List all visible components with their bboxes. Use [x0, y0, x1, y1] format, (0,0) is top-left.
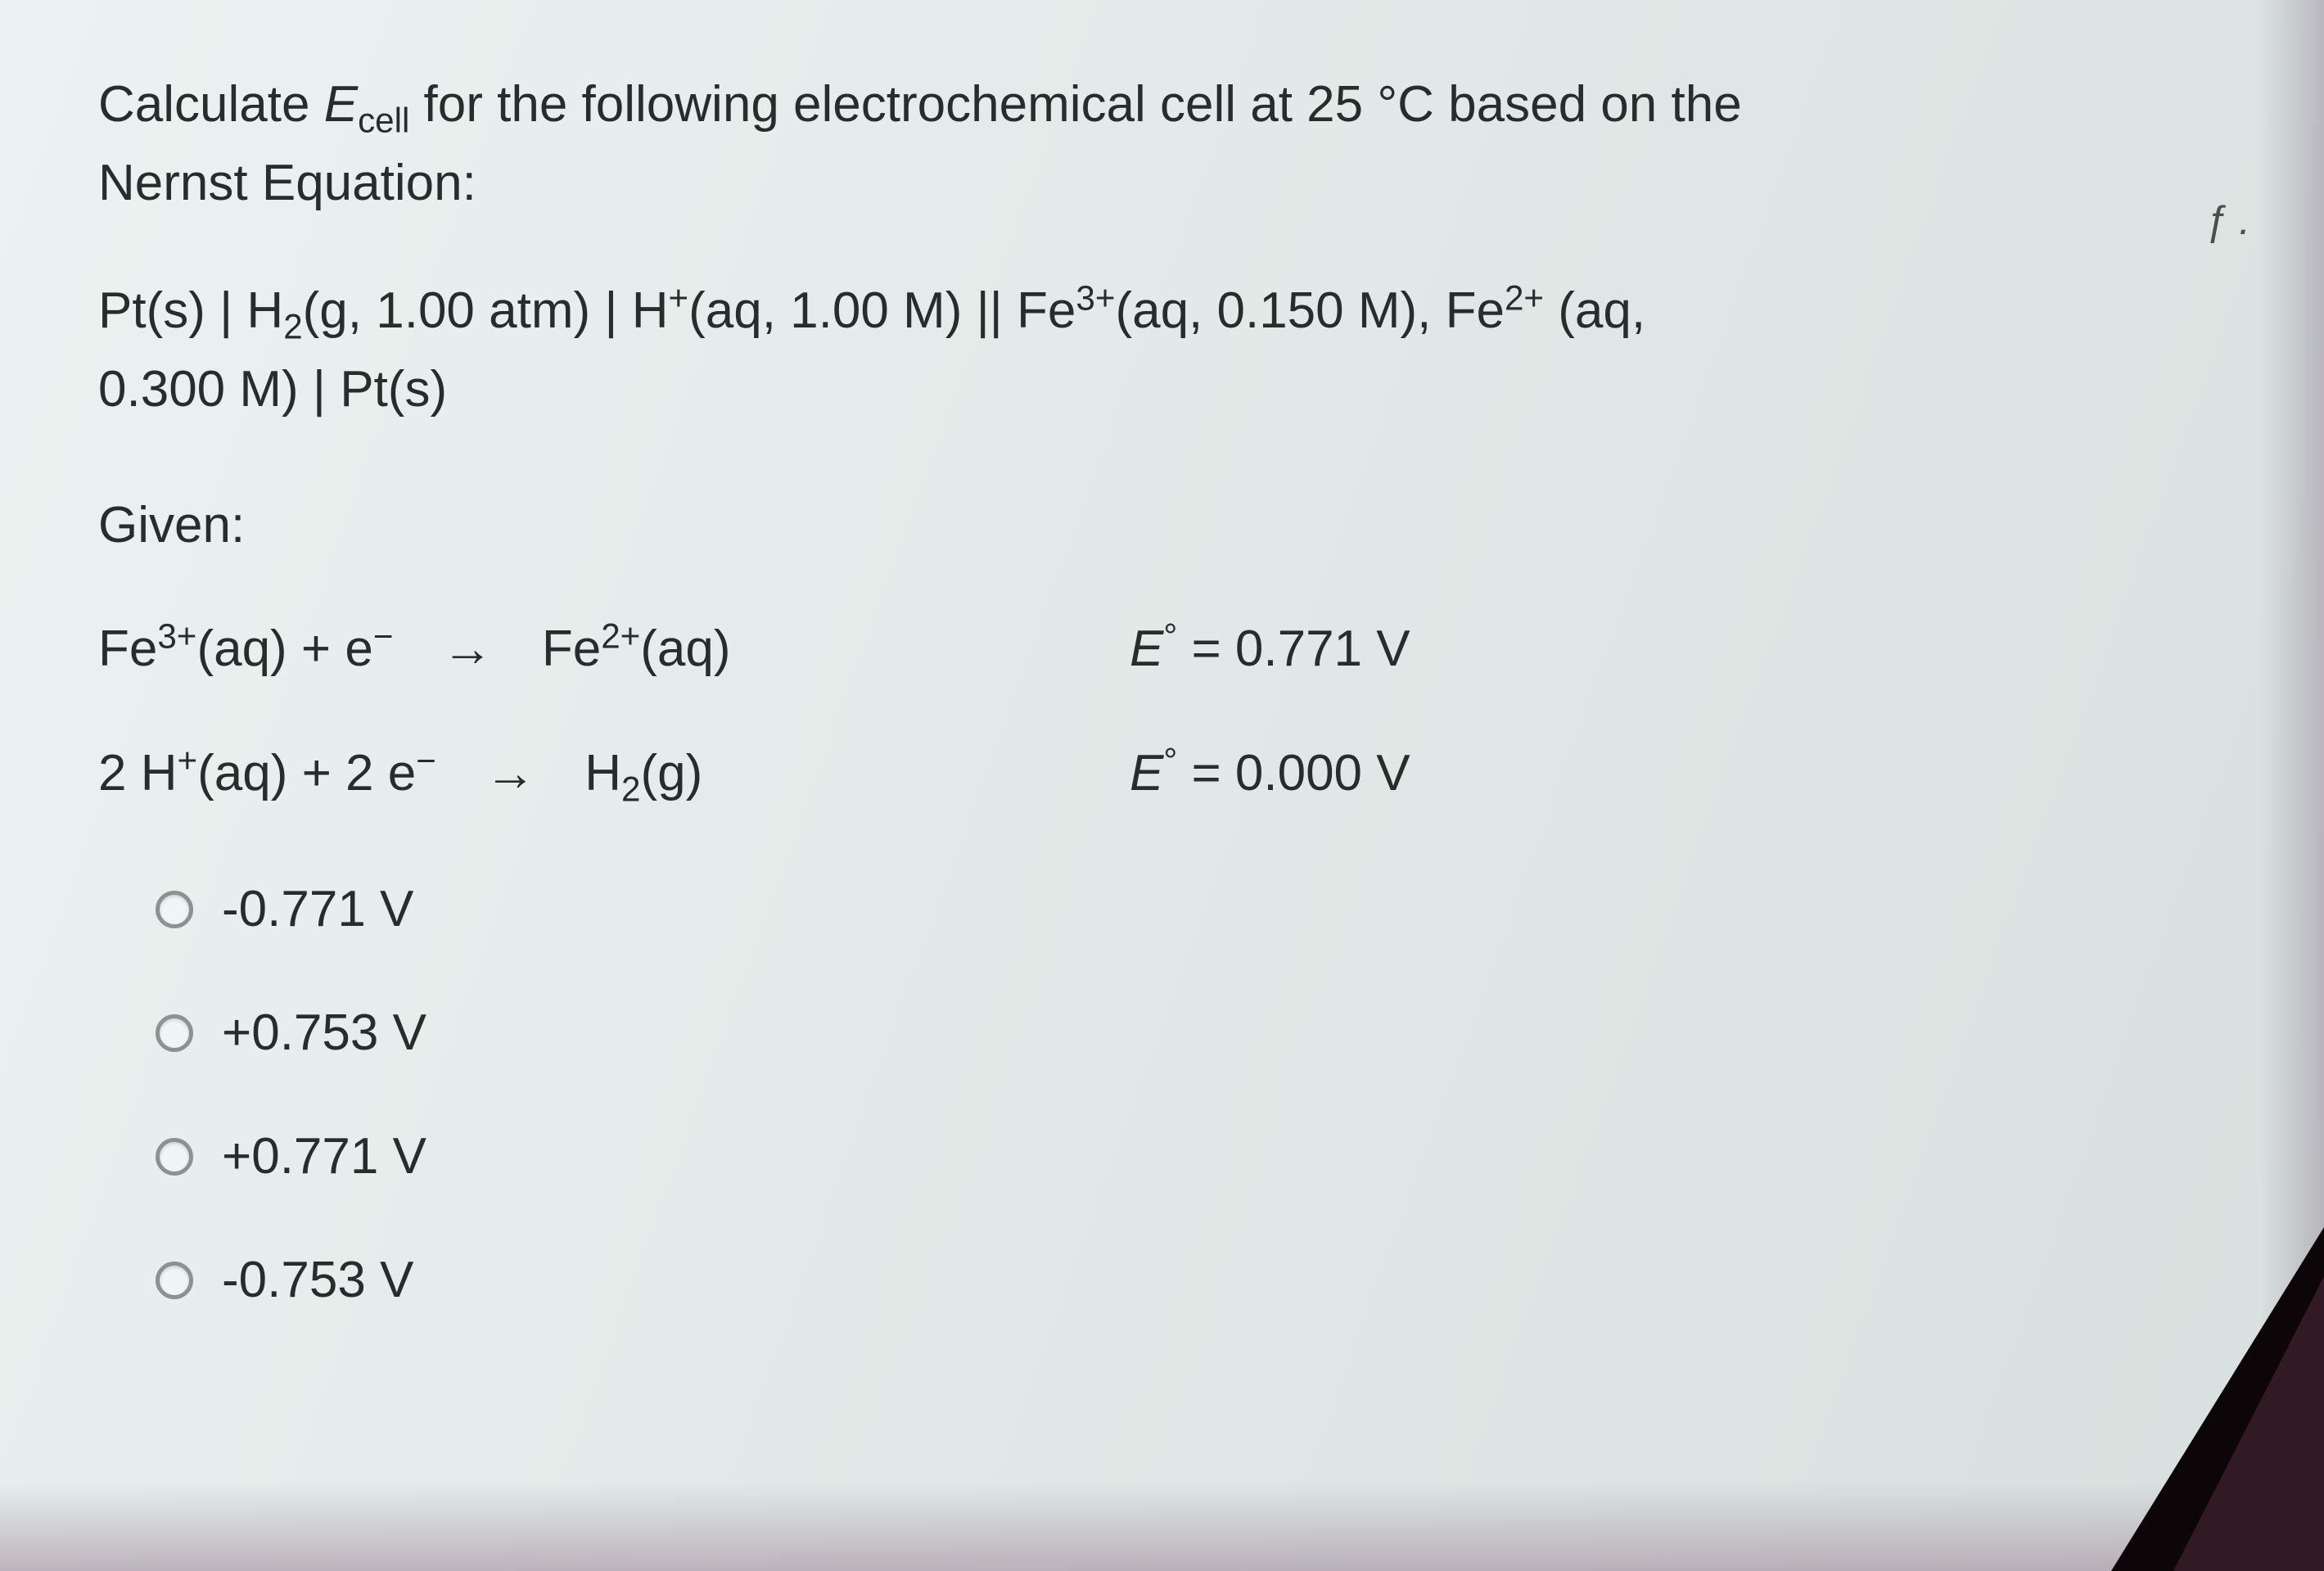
- r1-lhs-b-sup: −: [373, 617, 394, 656]
- radio-icon[interactable]: [156, 1262, 193, 1299]
- r2-lhs-a: 2 H: [98, 745, 177, 801]
- prompt-line2: Nernst Equation:: [98, 155, 476, 211]
- cell-notation: Pt(s) | H2(g, 1.00 atm) | H+(aq, 1.00 M)…: [98, 272, 2242, 429]
- r2-lhs-b: (aq) + 2 e: [197, 745, 416, 801]
- reaction-1-potential: E° = 0.771 V: [1130, 610, 1785, 688]
- r2-lhs-b-sup: −: [416, 741, 436, 779]
- option-d[interactable]: -0.753 V: [156, 1241, 2242, 1320]
- r2-rhs-a-sub: 2: [621, 770, 640, 808]
- option-d-label: -0.753 V: [222, 1241, 413, 1320]
- cell-hplus-sup: +: [668, 279, 688, 318]
- r1-eval: = 0.771 V: [1177, 621, 1410, 677]
- r1-lhs-a: Fe: [98, 621, 157, 677]
- question-prompt: Calculate Ecell for the following electr…: [98, 65, 2242, 223]
- arrow-icon: →: [479, 734, 543, 813]
- r1-deg: °: [1163, 617, 1177, 656]
- question-page: Calculate Ecell for the following electr…: [0, 0, 2324, 1369]
- half-reactions: Fe3+(aq) + e− → Fe2+(aq) E° = 0.771 V 2 …: [98, 610, 2242, 812]
- prompt-text-post: for the following electrochemical cell a…: [409, 76, 1741, 133]
- half-reaction-2: 2 H+(aq) + 2 e− → H2(g) E° = 0.000 V: [98, 734, 2242, 813]
- reaction-2-potential: E° = 0.000 V: [1130, 734, 1785, 813]
- cell-seg4: (aq, 0.150 M), Fe: [1115, 282, 1505, 339]
- radio-icon[interactable]: [156, 1014, 193, 1052]
- option-c[interactable]: +0.771 V: [156, 1117, 2242, 1196]
- r1-rhs-a: Fe: [542, 621, 601, 677]
- reaction-2-eq: 2 H+(aq) + 2 e− → H2(g): [98, 734, 1130, 813]
- stray-mark-icon: ƒ .: [2204, 196, 2250, 244]
- prompt-text-pre: Calculate: [98, 76, 324, 133]
- r2-rhs-b: (g): [640, 745, 702, 801]
- r1-rhs-a-sup: 2+: [601, 617, 640, 656]
- cell-h2-sub: 2: [283, 308, 302, 346]
- answer-options: -0.771 V +0.753 V +0.771 V -0.753 V: [98, 870, 2242, 1320]
- option-c-label: +0.771 V: [222, 1117, 426, 1196]
- radio-icon[interactable]: [156, 1138, 193, 1176]
- cell-fe2-sup: 2+: [1505, 279, 1544, 318]
- photo-edge-bottom: [0, 1481, 2324, 1571]
- arrow-icon: →: [435, 610, 499, 688]
- r2-deg: °: [1163, 741, 1177, 779]
- cell-seg2: (g, 1.00 atm) | H: [303, 282, 669, 339]
- option-b[interactable]: +0.753 V: [156, 994, 2242, 1072]
- prompt-var-E: E: [324, 76, 358, 133]
- r1-lhs-b: (aq) + e: [196, 621, 372, 677]
- cell-line2: 0.300 M) | Pt(s): [98, 361, 447, 418]
- r2-rhs-a: H: [584, 745, 621, 801]
- option-b-label: +0.753 V: [222, 994, 426, 1072]
- half-reaction-1: Fe3+(aq) + e− → Fe2+(aq) E° = 0.771 V: [98, 610, 2242, 688]
- cell-seg1: Pt(s) | H: [98, 282, 283, 339]
- cell-seg3: (aq, 1.00 M) || Fe: [688, 282, 1076, 339]
- cell-seg5: (aq,: [1544, 282, 1645, 339]
- option-a-label: -0.771 V: [222, 870, 413, 949]
- r1-E: E: [1130, 621, 1163, 677]
- r2-lhs-a-sup: +: [177, 741, 197, 779]
- reaction-1-eq: Fe3+(aq) + e− → Fe2+(aq): [98, 610, 1130, 688]
- option-a[interactable]: -0.771 V: [156, 870, 2242, 949]
- r2-eval: = 0.000 V: [1177, 745, 1410, 801]
- r2-E: E: [1130, 745, 1163, 801]
- given-label: Given:: [98, 486, 2242, 565]
- prompt-var-sub: cell: [358, 101, 409, 139]
- cell-fe3-sup: 3+: [1076, 279, 1115, 318]
- radio-icon[interactable]: [156, 891, 193, 928]
- r1-lhs-a-sup: 3+: [157, 617, 196, 656]
- r1-rhs-b: (aq): [640, 621, 730, 677]
